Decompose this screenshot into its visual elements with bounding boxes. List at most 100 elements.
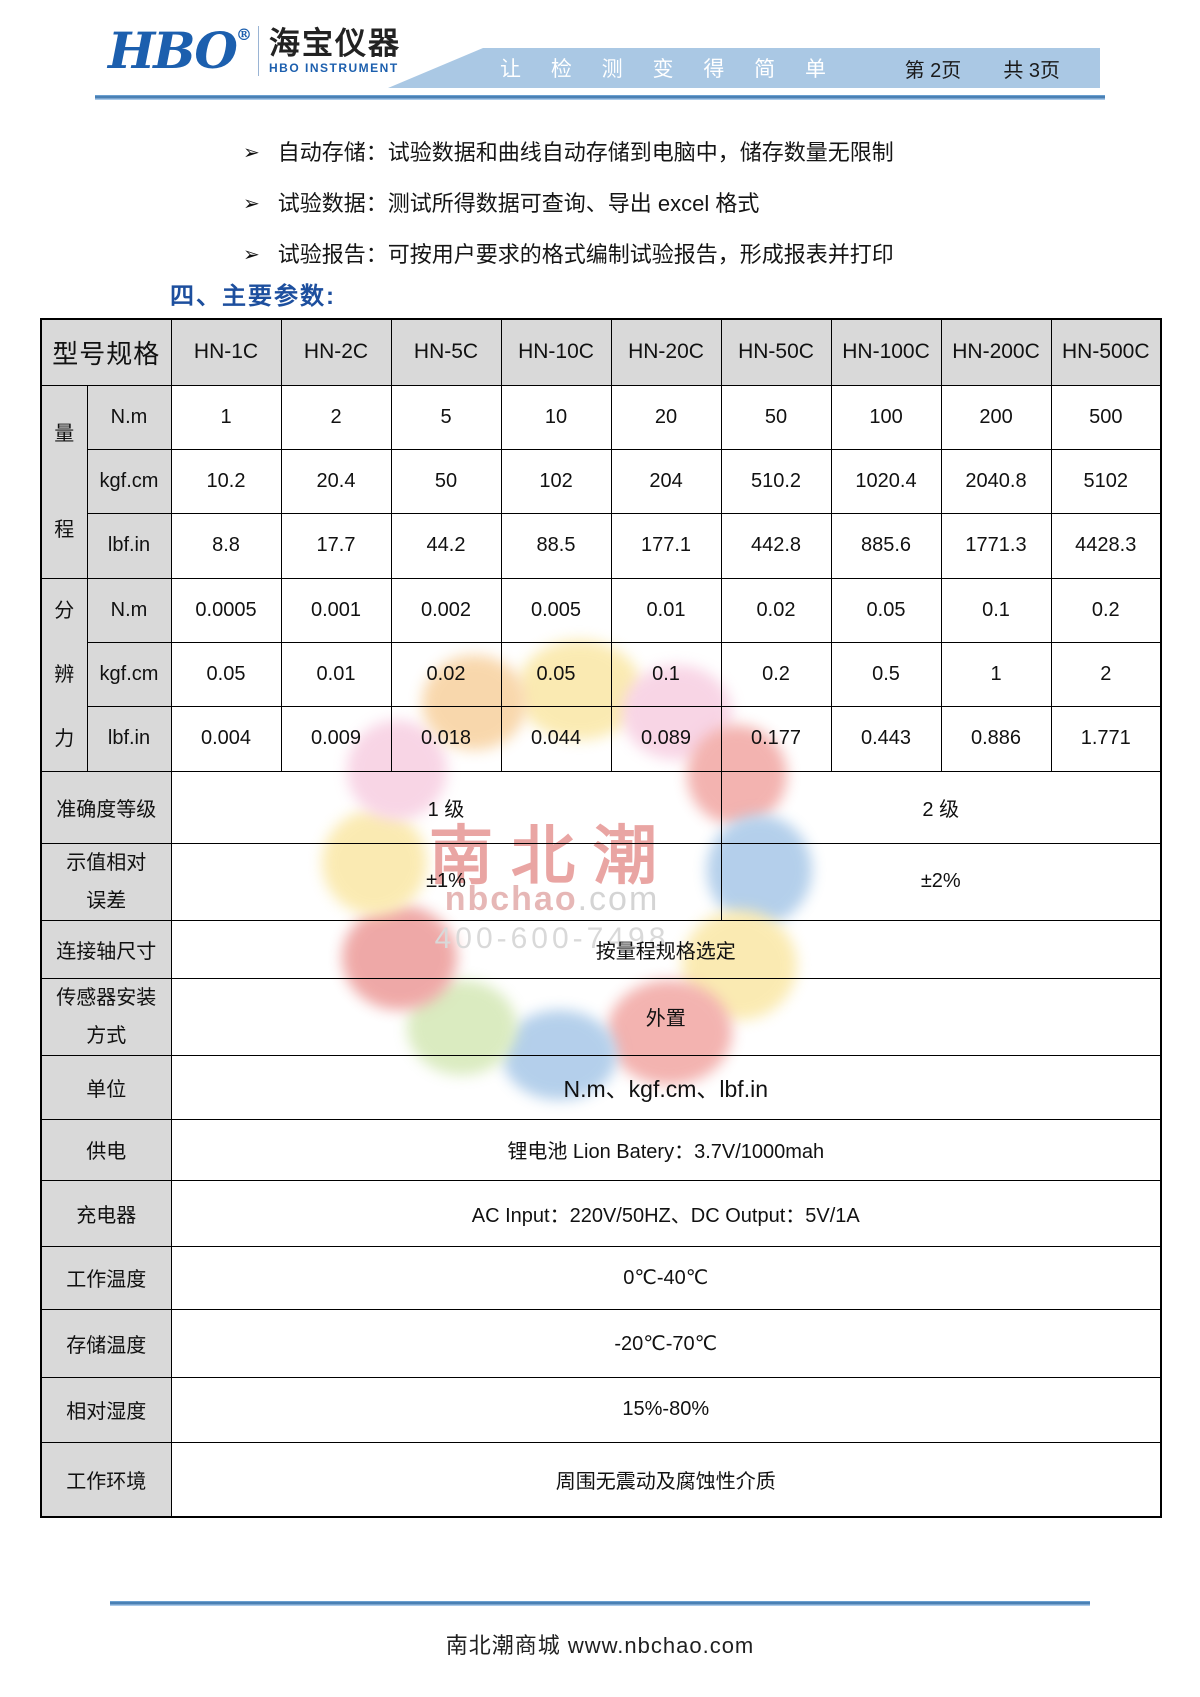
list-item: ➢ 自动存储：试验数据和曲线自动存储到电脑中，储存数量无限制 <box>243 138 894 168</box>
page-current: 第 2页 <box>904 59 962 82</box>
resolution-value-cell: 0.004 <box>170 706 282 772</box>
list-item: ➢ 试验报告：可按用户要求的格式编制试验报告，形成报表并打印 <box>243 240 894 270</box>
range-value-cell: 510.2 <box>720 448 832 515</box>
page-indicator: 第 2页 共 3页 <box>905 54 1060 83</box>
list-item: ➢ 试验数据：测试所得数据可查询、导出 excel 格式 <box>243 189 894 219</box>
resolution-value-cell: 0.02 <box>720 577 832 643</box>
resolution-value-cell: 0.886 <box>940 706 1052 772</box>
resolution-value-cell: 0.018 <box>390 706 502 772</box>
footer-site-text: 南北潮商城 www.nbchao.com <box>445 1633 755 1658</box>
resolution-value-cell: 0.177 <box>720 706 832 772</box>
bullet-arrow-icon: ➢ <box>243 244 260 266</box>
range-value-cell: 17.7 <box>280 513 392 579</box>
range-value-cell: 50 <box>720 384 832 450</box>
model-header: HN-2C <box>280 318 392 386</box>
range-value-cell: 102 <box>500 448 612 515</box>
range-value-cell: 50 <box>390 448 502 515</box>
model-header: HN-50C <box>720 318 832 386</box>
table-row: 分 辨 力 N.m 0.0005 0.001 0.002 0.005 0.01 0.02 0… <box>40 577 1162 772</box>
section-title: 四、主要参数: <box>170 283 336 310</box>
table-row: lbf.in 8.8 17.7 44.2 88.5 177.1 442.8 885.6 177… <box>41 513 1162 579</box>
registered-trademark-icon: ® <box>235 25 252 44</box>
unit-label: N.m <box>86 384 172 450</box>
resolution-value-cell: 0.005 <box>500 577 612 643</box>
unit-label: lbf.in <box>86 513 172 579</box>
range-value-cell: 200 <box>940 384 1052 450</box>
row-value: 按量程规格选定 <box>170 919 1162 979</box>
relative-error-row: 示值相对 误差 ±1% ±2% <box>40 842 1162 921</box>
row-label: 单位 <box>40 1054 172 1120</box>
resolution-value-cell: 0.05 <box>500 641 612 708</box>
feature-text: 试验数据：测试所得数据可查询、导出 excel 格式 <box>277 191 760 216</box>
error-right-value: ±2% <box>720 842 1162 921</box>
accuracy-row: 准确度等级 1 级 2 级 <box>40 770 1162 844</box>
resolution-value-cell: 0.05 <box>170 641 282 708</box>
range-value-cell: 4428.3 <box>1050 513 1162 579</box>
logo-company-en: HBO INSTRUMENT <box>268 61 399 76</box>
resolution-value-cell: 0.001 <box>280 577 392 643</box>
model-header: HN-100C <box>830 318 942 386</box>
resolution-value-cell: 0.089 <box>610 706 722 772</box>
resolution-value-cell: 1 <box>940 641 1052 708</box>
table-row: 单位 N.m、kgf.cm、lbf.in <box>40 1054 1162 1120</box>
table-row: 供电 锂电池 Lion Batery：3.7V/1000mah <box>40 1118 1162 1181</box>
row-value: 锂电池 Lion Batery：3.7V/1000mah <box>170 1118 1162 1181</box>
page-total: 共 3页 <box>1003 59 1060 82</box>
resolution-value-cell: 0.1 <box>610 641 722 708</box>
row-value: -20℃-70℃ <box>170 1308 1162 1378</box>
resolution-value-cell: 0.5 <box>830 641 942 708</box>
range-value-cell: 88.5 <box>500 513 612 579</box>
logo-divider <box>257 26 259 76</box>
model-header: HN-500C <box>1050 318 1162 386</box>
range-value-cell: 2040.8 <box>940 448 1052 515</box>
range-value-cell: 885.6 <box>830 513 942 579</box>
row-value: N.m、kgf.cm、lbf.in <box>170 1054 1162 1120</box>
header-slogan: 让 检 测 变 得 简 单 <box>500 58 839 81</box>
unit-label: N.m <box>86 577 172 643</box>
logo-text: HBO <box>108 21 238 80</box>
row-label: 相对湿度 <box>40 1376 172 1443</box>
table-row: 存储温度 -20℃-70℃ <box>40 1308 1162 1378</box>
table-header-row: 型号规格 HN-1C HN-2C HN-5C HN-10C HN-20C HN-50C HN… <box>40 318 1162 386</box>
accuracy-left-value: 1 级 <box>170 770 722 844</box>
range-value-cell: 1020.4 <box>830 448 942 515</box>
model-header: HN-5C <box>390 318 502 386</box>
table-row: lbf.in 0.004 0.009 0.018 0.044 0.089 0.177 0.4… <box>41 706 1162 772</box>
logo-names: 海宝仪器 HBO INSTRUMENT <box>268 26 401 76</box>
row-label: 工作温度 <box>40 1245 172 1310</box>
corner-header: 型号规格 <box>40 318 172 386</box>
range-value-cell: 1 <box>170 384 282 450</box>
specs-table: 型号规格 HN-1C HN-2C HN-5C HN-10C HN-20C HN-50C HN… <box>40 318 1163 1518</box>
table-row: 相对湿度 15%-80% <box>40 1376 1162 1443</box>
range-value-cell: 8.8 <box>170 513 282 579</box>
resolution-value-cell: 0.002 <box>390 577 502 643</box>
model-header: HN-1C <box>170 318 282 386</box>
row-value: 0℃-40℃ <box>170 1245 1162 1310</box>
header-banner: 让 检 测 变 得 简 单 第 2页 共 3页 <box>388 48 1100 88</box>
model-header: HN-20C <box>610 318 722 386</box>
range-value-cell: 177.1 <box>610 513 722 579</box>
row-label: 示值相对 误差 <box>40 842 172 921</box>
row-label: 存储温度 <box>40 1308 172 1378</box>
resolution-value-cell: 0.443 <box>830 706 942 772</box>
unit-label: lbf.in <box>86 706 172 772</box>
range-value-cell: 44.2 <box>390 513 502 579</box>
bullet-arrow-icon: ➢ <box>243 193 260 215</box>
range-value-cell: 100 <box>830 384 942 450</box>
table-row: kgf.cm 10.2 20.4 50 102 204 510.2 1020.4 2040.8… <box>41 448 1162 515</box>
resolution-value-cell: 0.01 <box>280 641 392 708</box>
hbo-logo-mark: HBO® <box>108 26 252 76</box>
row-value: 外置 <box>170 977 1162 1056</box>
feature-text: 试验报告：可按用户要求的格式编制试验报告，形成报表并打印 <box>277 242 894 267</box>
feature-text: 自动存储：试验数据和曲线自动存储到电脑中，储存数量无限制 <box>277 140 894 165</box>
resolution-value-cell: 0.009 <box>280 706 392 772</box>
unit-label: kgf.cm <box>86 448 172 515</box>
range-value-cell: 2 <box>280 384 392 450</box>
footer-divider <box>110 1601 1090 1606</box>
table-row: 传感器安装 方式 外置 <box>40 977 1162 1056</box>
resolution-value-cell: 2 <box>1050 641 1162 708</box>
feature-list: ➢ 自动存储：试验数据和曲线自动存储到电脑中，储存数量无限制 ➢ 试验数据：测试… <box>243 138 894 291</box>
range-value-cell: 1771.3 <box>940 513 1052 579</box>
row-label: 传感器安装 方式 <box>40 977 172 1056</box>
resolution-value-cell: 1.771 <box>1050 706 1162 772</box>
